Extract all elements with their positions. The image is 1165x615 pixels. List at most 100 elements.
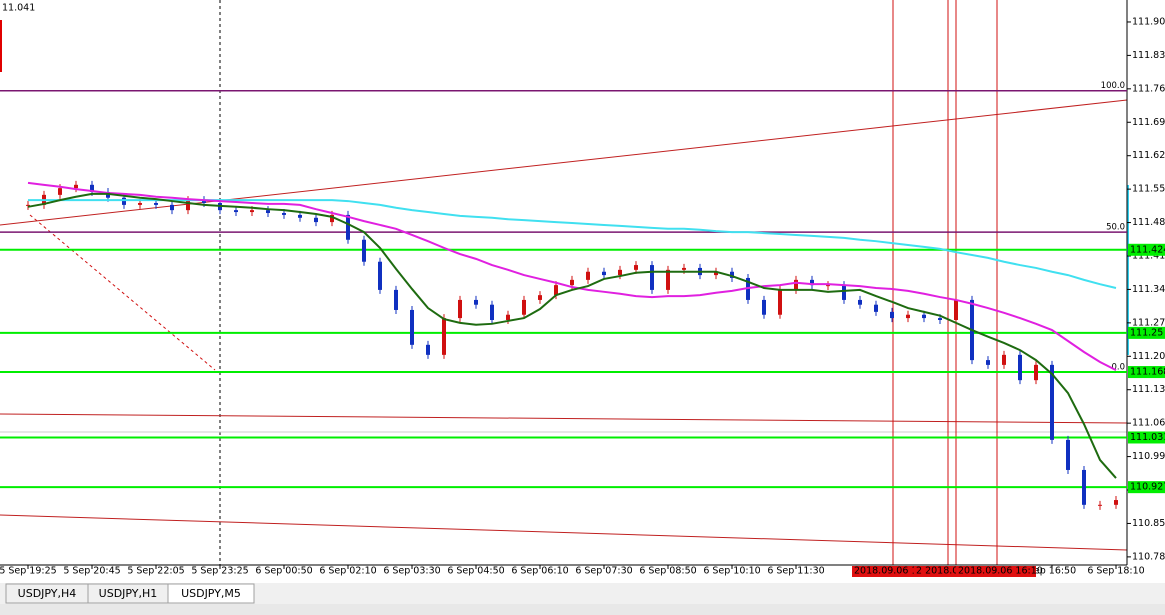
y-tick-label: 110.851: [1132, 518, 1165, 529]
candle: [74, 184, 78, 189]
candle: [1018, 354, 1022, 381]
moving-average: [27, 192, 1117, 479]
y-tick-label: 111.691: [1132, 117, 1165, 128]
candle: [1034, 364, 1038, 381]
fib-label: 0.0: [1111, 363, 1125, 373]
candle: [1066, 439, 1070, 470]
fib-label: 100.0: [1101, 81, 1125, 91]
y-tick-label: 111.061: [1132, 418, 1165, 429]
channel-line: [0, 413, 1128, 424]
x-tick-label: 6 Sep 06:10: [511, 566, 568, 577]
candle: [586, 271, 590, 280]
x-tick-label: 6 Sep 07:30: [575, 566, 632, 577]
tab[interactable]: USDJPY,H1: [87, 583, 169, 604]
level-tag: [1128, 326, 1165, 339]
candle: [202, 200, 206, 203]
candle: [570, 279, 574, 286]
candle: [506, 314, 510, 320]
candle: [394, 289, 398, 310]
candle: [1114, 500, 1118, 505]
x-tick-label: 6 Sep 18:10: [1087, 566, 1144, 577]
candle: [426, 344, 430, 355]
candle: [346, 214, 350, 240]
candle: [458, 299, 462, 319]
candle: [874, 304, 878, 312]
vline-tag-label: 2018.09.06 1: [854, 566, 917, 577]
x-tick-label: 6 Sep 08:50: [639, 566, 696, 577]
fib-label: 50.0: [1106, 223, 1125, 233]
corner-label: 11.041: [2, 3, 35, 14]
candle: [730, 271, 734, 278]
candle: [330, 214, 334, 223]
tab-label[interactable]: USDJPY,H4: [18, 587, 77, 600]
x-tick-label: 6 Sep 11:30: [767, 566, 824, 577]
candle: [170, 204, 174, 211]
candle: [714, 271, 718, 276]
candle: [906, 314, 910, 319]
candle: [90, 184, 94, 192]
x-tick-label: 6 Sep 04:50: [447, 566, 504, 577]
level-tag: [1128, 431, 1165, 444]
level-tag: [1128, 366, 1165, 379]
candle: [186, 200, 190, 211]
candle: [938, 318, 942, 320]
tab[interactable]: USDJPY,H4: [5, 583, 89, 604]
candle: [474, 299, 478, 305]
y-tick-label: 111.131: [1132, 384, 1165, 395]
candle: [298, 214, 302, 218]
indicator-box: [0, 20, 2, 72]
y-tick-label: 111.761: [1132, 83, 1165, 94]
tab-label[interactable]: USDJPY,M5: [181, 587, 241, 600]
candle: [282, 213, 286, 215]
candle: [122, 197, 126, 205]
candle: [490, 304, 494, 320]
candle: [986, 360, 990, 365]
x-tick-label: 5 Sep 19:25: [0, 566, 57, 577]
candle: [954, 299, 958, 320]
fib-diagonal: [29, 214, 216, 371]
candle: [362, 239, 366, 262]
candle: [138, 202, 142, 205]
moving-average: [27, 181, 1117, 372]
candle: [602, 271, 606, 276]
tab-label[interactable]: USDJPY,H1: [99, 587, 158, 600]
tab[interactable]: USDJPY,M5: [167, 583, 255, 604]
candle: [682, 267, 686, 270]
y-tick-label: 111.341: [1132, 284, 1165, 295]
candle: [410, 309, 414, 345]
candle: [58, 188, 62, 195]
level-tag-label: 111.031: [1130, 432, 1165, 443]
candle: [618, 269, 622, 276]
x-tick-label: 6 Sep 10:10: [703, 566, 760, 577]
x-tick-label: 5 Sep 20:45: [63, 566, 120, 577]
level-tag-label: 111.424: [1130, 244, 1165, 255]
candle: [538, 295, 542, 300]
y-tick-label: 111.271: [1132, 317, 1165, 328]
tab-box[interactable]: [167, 583, 255, 604]
candle: [650, 265, 654, 290]
level-tag-label: 111.168: [1130, 367, 1165, 378]
y-tick-label: 111.201: [1132, 351, 1165, 362]
candle: [1002, 354, 1006, 365]
candle: [826, 285, 830, 287]
y-tick-label: 111.621: [1132, 150, 1165, 161]
x-tick-label: 6 Sep 00:50: [255, 566, 312, 577]
y-tick-label: 111.411: [1132, 250, 1165, 261]
candle: [378, 261, 382, 290]
tab-bar: [0, 583, 1165, 604]
y-tick-label: 111.831: [1132, 50, 1165, 61]
level-tag: [1128, 243, 1165, 256]
candle: [890, 311, 894, 319]
vline-tag: [956, 566, 1036, 577]
candle: [154, 202, 158, 205]
candle: [778, 289, 782, 315]
y-tick-label: 111.481: [1132, 217, 1165, 228]
y-tick-label: 111.901: [1132, 16, 1165, 27]
drawing-objects: [0, 0, 1129, 565]
candle: [250, 210, 254, 213]
candle: [794, 279, 798, 290]
candle: [1050, 364, 1054, 440]
